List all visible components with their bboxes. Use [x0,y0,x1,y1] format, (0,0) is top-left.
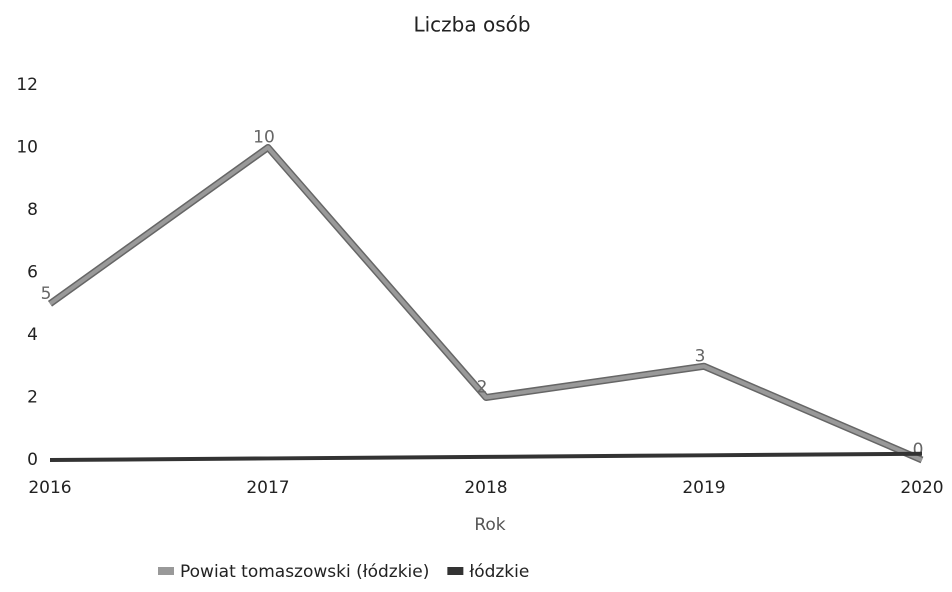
line [48,145,923,462]
x-tick-label: 2016 [28,478,71,498]
data-label: 5 [41,284,52,304]
y-tick-label: 2 [27,388,38,408]
y-tick-label: 4 [27,325,38,345]
data-label: 3 [695,346,706,366]
data-label: 10 [253,128,275,148]
legend-swatch [158,567,174,575]
x-tick-label: 2019 [682,478,725,498]
data-label: 2 [477,378,488,398]
data-label: 0 [913,440,924,460]
x-axis-label: Rok [474,515,505,535]
line-outline [47,144,924,464]
x-tick-label: 2017 [246,478,289,498]
y-tick-label: 0 [27,450,38,470]
x-tick-label: 2020 [900,478,943,498]
x-tick-label: 2018 [464,478,507,498]
y-tick-label: 12 [16,75,38,95]
chart-title: Liczba osób [413,13,530,37]
y-tick-label: 10 [16,138,38,158]
y-tick-label: 6 [27,263,38,283]
y-tick-label: 8 [27,200,38,220]
legend-label: Powiat tomaszowski (łódzkie) [180,562,429,582]
legend-label: łódzkie [469,562,529,582]
line [49,451,923,462]
legend-swatch [447,567,464,575]
